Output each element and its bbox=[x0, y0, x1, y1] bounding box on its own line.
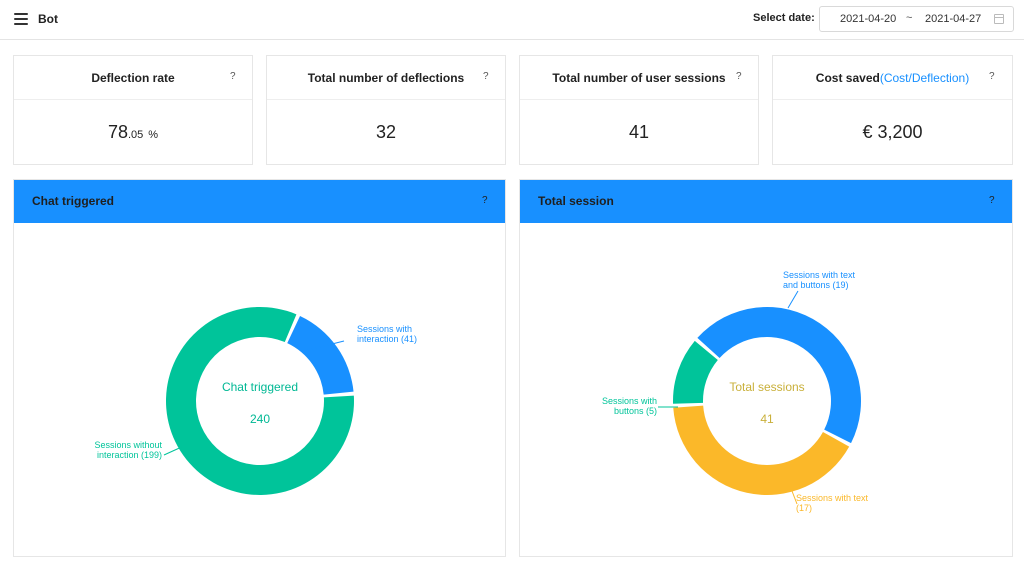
slice-label: interaction (199) bbox=[97, 450, 162, 460]
metric-title: Total number of user sessions bbox=[552, 71, 726, 85]
metric-card-cost-saved: Cost saved(Cost/Deflection) ? € 3,200 bbox=[772, 55, 1013, 165]
donut-slice[interactable] bbox=[673, 405, 850, 495]
metric-value-decimal: .05 bbox=[127, 129, 144, 141]
hamburger-menu-icon[interactable] bbox=[14, 13, 28, 25]
slice-leader-line bbox=[791, 490, 798, 505]
help-icon[interactable]: ? bbox=[989, 195, 995, 206]
date-end-input[interactable]: 2021-04-27 bbox=[925, 13, 982, 25]
slice-leader-line bbox=[163, 444, 187, 456]
slice-label: and buttons (19) bbox=[783, 280, 849, 290]
slice-leader-line bbox=[787, 290, 799, 309]
metric-card-total-user-sessions: Total number of user sessions ? 41 bbox=[519, 55, 759, 165]
metric-title-main: Cost saved bbox=[815, 71, 880, 85]
date-label: Select date: bbox=[753, 12, 815, 24]
help-icon[interactable]: ? bbox=[482, 195, 488, 206]
metric-title: Total number of deflections bbox=[307, 71, 465, 85]
help-icon[interactable]: ? bbox=[483, 71, 489, 82]
panel-chat-triggered: Chat triggered ? Sessions with interactio… bbox=[13, 179, 506, 557]
donut-slice[interactable] bbox=[673, 340, 718, 404]
slice-label: Sessions with bbox=[602, 396, 657, 406]
app-title: Bot bbox=[38, 12, 58, 26]
panel-header: Chat triggered ? bbox=[14, 180, 505, 223]
slice-label: Sessions without bbox=[94, 440, 162, 450]
slice-label: buttons (5) bbox=[614, 406, 657, 416]
metric-title-sub: (Cost/Deflection) bbox=[879, 71, 970, 85]
calendar-icon[interactable] bbox=[994, 14, 1004, 24]
panel-header: Total session ? bbox=[520, 180, 1012, 223]
panel-title: Chat triggered bbox=[32, 194, 115, 208]
slice-label: Sessions with bbox=[357, 324, 412, 334]
metric-value: 32 bbox=[375, 122, 397, 142]
panel-title: Total session bbox=[538, 194, 614, 208]
help-icon[interactable]: ? bbox=[736, 71, 742, 82]
metric-value: € 3,200 bbox=[862, 122, 923, 142]
donut-center-value: 41 bbox=[760, 412, 774, 426]
donut-slice[interactable] bbox=[287, 315, 354, 395]
slice-leader-line bbox=[303, 340, 345, 352]
slice-label: Sessions with text bbox=[796, 493, 869, 503]
slice-label: (17) bbox=[796, 503, 812, 513]
slice-label: interaction (41) bbox=[357, 334, 417, 344]
metric-value: 41 bbox=[628, 122, 650, 142]
slice-label: Sessions with text bbox=[783, 270, 856, 280]
metric-title: Cost saved(Cost/Deflection) bbox=[773, 71, 1012, 85]
date-start-input[interactable]: 2021-04-20 bbox=[840, 13, 897, 25]
help-icon[interactable]: ? bbox=[230, 71, 236, 82]
top-bar: Bot Select date: 2021-04-20 ~ 2021-04-27 bbox=[0, 0, 1024, 40]
panel-total-session: Total session ? Sessions with text and bu… bbox=[519, 179, 1013, 557]
donut-slice[interactable] bbox=[165, 307, 354, 495]
metric-value-integer: 78 bbox=[107, 122, 128, 142]
donut-center-label: Total sessions bbox=[729, 380, 804, 394]
donut-center-label: Chat triggered bbox=[222, 380, 298, 394]
donut-slice[interactable] bbox=[697, 306, 861, 444]
date-separator: ~ bbox=[906, 12, 913, 24]
donut-center-value: 240 bbox=[250, 412, 270, 426]
metric-card-deflection-rate: Deflection rate ? 78.05 % bbox=[13, 55, 253, 165]
help-icon[interactable]: ? bbox=[989, 71, 995, 82]
metric-value: 78.05 % bbox=[14, 122, 252, 143]
metric-card-total-deflections: Total number of deflections ? 32 bbox=[266, 55, 506, 165]
metric-value-unit: % bbox=[148, 129, 159, 141]
metric-title: Deflection rate bbox=[91, 71, 175, 85]
date-range-picker[interactable]: 2021-04-20 ~ 2021-04-27 bbox=[819, 6, 1014, 32]
